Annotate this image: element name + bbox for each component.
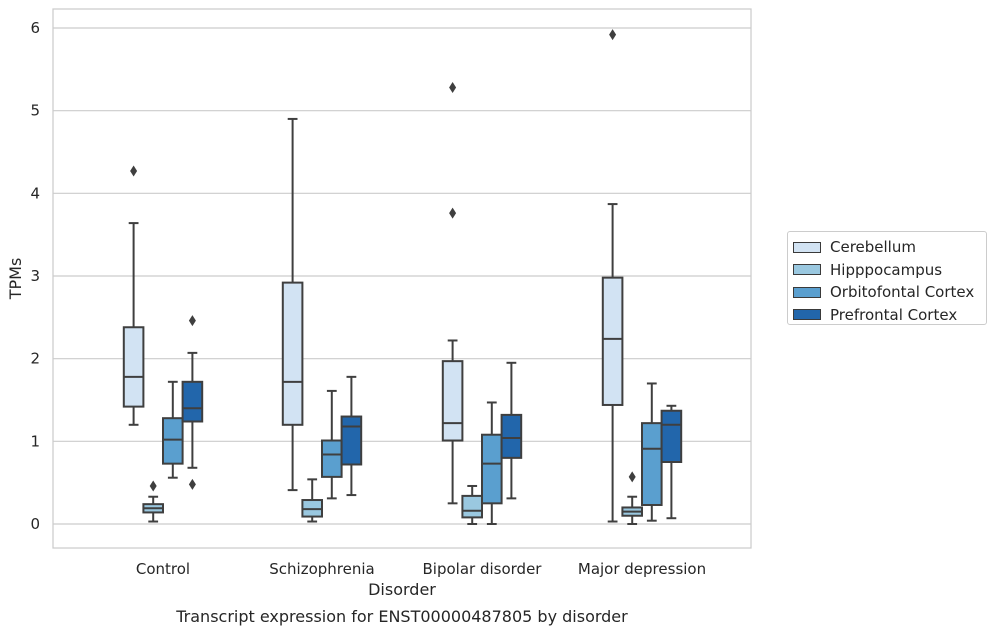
box: [481, 433, 503, 505]
outlier-point: [609, 29, 617, 41]
y-tick-label: 6: [30, 19, 40, 37]
x-tick-labels: Control Schizophrenia Bipolar disorder Majo…: [136, 560, 706, 578]
box: [500, 413, 523, 459]
outlier-point: [449, 82, 457, 94]
box: [601, 276, 624, 406]
box: [122, 326, 145, 408]
x-axis-title: Disorder: [368, 580, 436, 599]
y-tick-label: 2: [30, 350, 40, 368]
y-tick-label: 5: [30, 102, 40, 120]
box: [162, 417, 184, 465]
y-tick-label: 3: [30, 267, 40, 285]
outlier-point: [188, 315, 196, 327]
legend-label: Cerebellum: [830, 238, 916, 257]
y-axis-title: TPMs: [6, 258, 25, 301]
legend-label: Orbitofontal Cortex: [830, 283, 975, 302]
y-tick-label: 0: [30, 515, 40, 533]
legend-item: Prefrontal Cortex: [793, 304, 986, 327]
x-tick-label: Control: [136, 560, 190, 578]
legend-item: Hipppocampus: [793, 259, 986, 282]
outlier-point: [130, 165, 138, 177]
x-tick-label: Major depression: [578, 560, 706, 578]
legend: Cerebellum Hipppocampus Orbitofontal Cor…: [787, 231, 987, 325]
y-tick-label: 1: [30, 432, 40, 450]
y-tick-labels: 0 1 2 3 4 5 6: [30, 19, 40, 533]
outlier-point: [149, 480, 157, 492]
x-tick-label: Bipolar disorder: [423, 560, 543, 578]
outlier-point: [188, 478, 196, 490]
box: [660, 409, 683, 464]
box: [281, 281, 304, 426]
box: [340, 415, 363, 466]
chart-title: Transcript expression for ENST0000048780…: [175, 607, 628, 626]
box: [461, 494, 483, 519]
legend-label: Prefrontal Cortex: [830, 305, 958, 324]
legend-label: Hipppocampus: [830, 260, 943, 279]
box: [641, 422, 663, 506]
legend-item: Orbitofontal Cortex: [793, 281, 986, 304]
box: [441, 360, 464, 442]
legend-swatch: [793, 264, 821, 276]
box: [321, 439, 343, 478]
legend-swatch: [793, 286, 821, 298]
x-tick-label: Schizophrenia: [269, 560, 374, 578]
legend-swatch: [793, 241, 821, 253]
y-tick-label: 4: [30, 184, 40, 202]
outlier-point: [628, 471, 636, 483]
boxes: [122, 29, 683, 525]
box: [181, 380, 204, 423]
legend-swatch: [793, 309, 821, 321]
legend-item: Cerebellum: [793, 236, 986, 259]
outlier-point: [449, 207, 457, 219]
